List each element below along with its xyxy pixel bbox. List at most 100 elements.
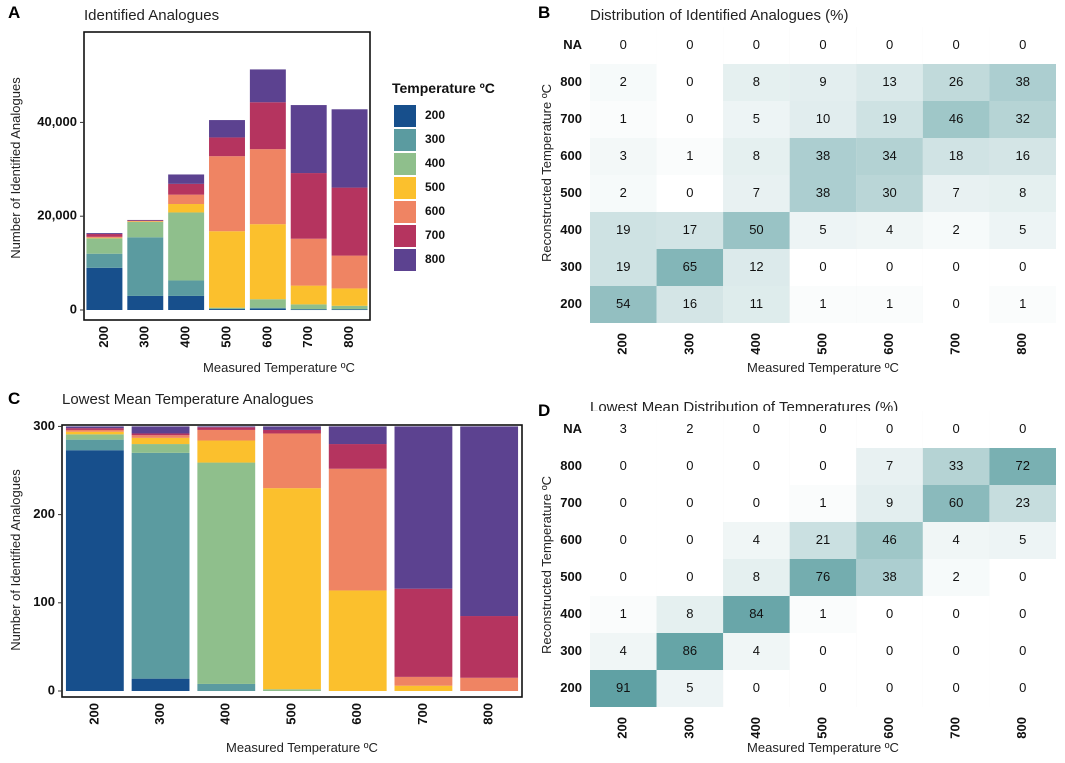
b-cell-label: 1 [819, 296, 826, 311]
b-cell-label: 32 [1015, 111, 1029, 126]
c-x-tick-label: 600 [349, 703, 364, 725]
d-cell-label: 4 [620, 643, 627, 658]
a-bar-500-500 [209, 231, 245, 308]
legend-title: Temperature ºC [392, 80, 495, 96]
b-y-tick-label: NA [563, 37, 582, 52]
d-cell-label: 0 [886, 421, 893, 436]
b-cell-800-600 [856, 64, 923, 101]
d-cell-600-200 [590, 522, 657, 559]
b-cell-300-200 [590, 249, 657, 286]
d-cell-200-800 [989, 670, 1056, 707]
b-cell-label: 8 [753, 148, 760, 163]
d-cell-label: 0 [953, 680, 960, 695]
b-cell-600-500 [789, 138, 857, 175]
d-cell-500-200 [590, 559, 657, 596]
a-bar-600-700 [249, 102, 286, 150]
legend-label-500: 500 [425, 180, 445, 194]
b-cell-label: 0 [953, 259, 960, 274]
d-cell-700-500 [789, 485, 857, 522]
c-bar-300-800 [131, 426, 190, 434]
b-cell-400-500 [789, 212, 857, 249]
a-bar-300-400 [127, 221, 164, 238]
d-cell-NA-200 [590, 411, 657, 448]
b-cell-label: 50 [749, 222, 763, 237]
a-bar-400-800 [168, 174, 205, 184]
b-cell-700-800 [989, 101, 1056, 138]
a-bar-400-600 [168, 194, 205, 205]
c-bar-300-600 [131, 435, 190, 438]
d-x-tick-label: 700 [948, 717, 963, 739]
d-cell-label: 0 [753, 680, 760, 695]
c-bar-500-800 [263, 426, 321, 430]
d-cell-700-700 [922, 485, 990, 522]
d-cell-200-300 [656, 670, 724, 707]
b-cell-700-700 [922, 101, 990, 138]
x-axis-label-b: Measured Temperature ºC [747, 360, 899, 375]
d-cell-label: 8 [753, 569, 760, 584]
d-cell-label: 5 [1019, 532, 1026, 547]
d-cell-label: 5 [686, 680, 693, 695]
a-x-tick-label: 800 [341, 326, 356, 348]
c-bar-500-600 [263, 433, 321, 489]
c-bar-200-400 [65, 434, 124, 440]
a-x-tick-label: 600 [259, 326, 274, 348]
d-cell-NA-500 [789, 411, 857, 448]
d-cell-label: 0 [620, 458, 627, 473]
a-y-tick-label: 20,000 [37, 208, 77, 223]
d-y-tick-label: 200 [560, 680, 582, 695]
b-y-tick-label: 300 [560, 259, 582, 274]
b-cell-label: 8 [1019, 185, 1026, 200]
legend-label-400: 400 [425, 156, 445, 170]
a-bar-200-400 [86, 238, 123, 254]
a-bar-700-500 [290, 285, 327, 305]
d-cell-600-700 [922, 522, 990, 559]
d-cell-800-800 [989, 448, 1056, 485]
b-cell-NA-200 [590, 27, 657, 64]
d-cell-200-500 [789, 670, 857, 707]
b-cell-NA-400 [723, 27, 790, 64]
b-cell-600-700 [922, 138, 990, 175]
b-cell-400-700 [922, 212, 990, 249]
a-bar-800-400 [331, 305, 368, 310]
panel-label-b: B [538, 3, 550, 22]
y-axis-label-c: Number of Identified Analogues [8, 469, 23, 651]
d-cell-label: 38 [882, 569, 896, 584]
legend-swatch-800 [394, 249, 416, 271]
b-cell-label: 19 [616, 259, 630, 274]
b-cell-NA-600 [856, 27, 923, 64]
d-y-tick-label: 600 [560, 532, 582, 547]
b-cell-400-300 [656, 212, 724, 249]
y-axis-label-d: Reconstructed Temperature ºC [539, 476, 554, 654]
b-cell-label: 19 [616, 222, 630, 237]
d-cell-label: 0 [753, 495, 760, 510]
legend-label-700: 700 [425, 228, 445, 242]
b-y-tick-label: 800 [560, 74, 582, 89]
d-y-tick-label: NA [563, 421, 582, 436]
b-cell-label: 0 [1019, 259, 1026, 274]
d-cell-NA-300 [656, 411, 724, 448]
d-cell-400-800 [989, 596, 1056, 633]
panel-label-c: C [8, 389, 20, 408]
d-cell-300-400 [723, 633, 790, 670]
c-bar-700-500 [394, 685, 453, 691]
d-cell-200-700 [922, 670, 990, 707]
b-cell-label: 26 [949, 74, 963, 89]
a-bar-400-300 [168, 280, 205, 296]
b-y-tick-label: 700 [560, 111, 582, 126]
b-cell-label: 38 [816, 148, 830, 163]
y-axis-label-b: Reconstructed Temperature ºC [539, 84, 554, 262]
legend-label-800: 800 [425, 252, 445, 266]
b-cell-500-300 [656, 175, 724, 212]
b-cell-label: 13 [882, 74, 896, 89]
b-y-tick-label: 600 [560, 148, 582, 163]
d-cell-label: 91 [616, 680, 630, 695]
d-cell-label: 3 [620, 421, 627, 436]
d-cell-200-200 [590, 670, 657, 707]
b-cell-label: 12 [749, 259, 763, 274]
c-bar-200-200 [65, 450, 124, 691]
d-cell-600-500 [789, 522, 857, 559]
b-cell-label: 0 [886, 37, 893, 52]
c-bar-400-300 [197, 683, 256, 691]
c-bar-200-700 [65, 428, 124, 430]
b-cell-label: 0 [886, 259, 893, 274]
